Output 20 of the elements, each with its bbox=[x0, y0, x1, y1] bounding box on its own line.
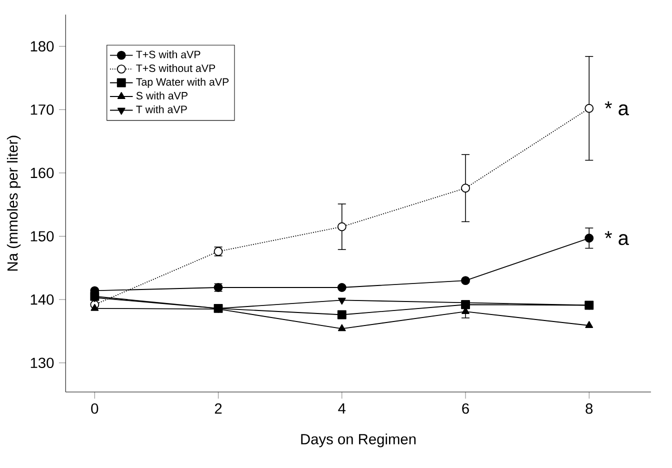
legend-label: Tap Water with aVP bbox=[136, 78, 229, 88]
y-tick-label: 130 bbox=[30, 358, 54, 368]
legend-label: T+S without aVP bbox=[136, 64, 216, 72]
x-tick-label: 4 bbox=[338, 403, 346, 414]
y-tick-label: 160 bbox=[30, 168, 54, 178]
y-tick-label: 180 bbox=[30, 41, 54, 52]
y-tick-label: 170 bbox=[30, 104, 54, 115]
x-axis-title: Days on Regimen bbox=[301, 434, 416, 448]
x-tick-label: 2 bbox=[214, 403, 222, 414]
y-tick-label: 140 bbox=[30, 294, 54, 305]
legend-label: T with aVP bbox=[136, 105, 187, 114]
y-tick-label: 150 bbox=[30, 231, 54, 242]
annotation: * a bbox=[604, 231, 629, 246]
x-tick-label: 8 bbox=[586, 403, 593, 414]
y-axis-title: Na (mmoles per liter) bbox=[6, 136, 21, 271]
legend-label: S with aVP bbox=[136, 92, 188, 100]
x-tick-label: 0 bbox=[91, 403, 98, 414]
annotation: * a bbox=[604, 101, 629, 116]
legend-label: T+S with aVP bbox=[136, 50, 200, 58]
x-tick-label: 6 bbox=[462, 403, 469, 414]
